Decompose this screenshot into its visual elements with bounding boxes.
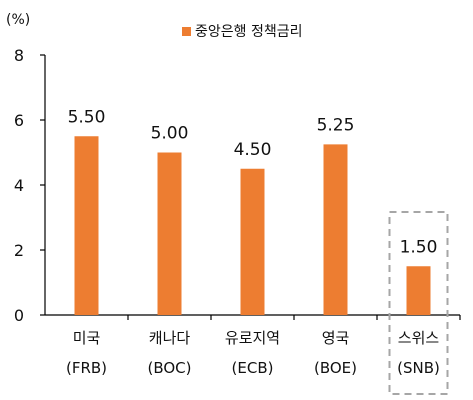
legend-label: 중앙은행 정책금리 [195,24,303,40]
category-label: 영국 [322,329,350,347]
category-sublabel: (ECB) [232,359,274,377]
chart-legend: 중앙은행 정책금리 [182,24,303,40]
category-label: 미국 [73,329,101,347]
bar [240,168,265,315]
y-tick-label: 8 [14,46,24,65]
category-label: 유로지역 [225,329,280,347]
y-axis-ticks: 0 2 4 6 8 [14,46,45,325]
category-label: 스위스 [398,329,440,347]
category-labels: 미국 (FRB) 캐나다 (BOC) 유로지역 (ECB) 영국 (BOE) 스위스 (SNB) [66,329,440,377]
x-axis-ticks [127,315,461,320]
bar [406,266,431,315]
y-axis-unit-label: (%) [6,12,30,28]
category-sublabel: (BOC) [147,359,191,377]
category-sublabel: (BOE) [314,359,357,377]
bar-series [74,136,431,315]
y-tick-label: 6 [14,111,24,130]
category-sublabel: (SNB) [397,359,440,377]
category-sublabel: (FRB) [66,359,107,377]
y-tick-label: 4 [14,176,24,195]
data-labels: 5.50 5.00 4.50 5.25 1.50 [68,107,438,257]
data-label: 4.50 [234,140,272,160]
bar [157,152,182,315]
data-label: 5.50 [68,107,106,127]
bar [323,144,348,315]
highlight-box [388,211,449,395]
data-label: 5.00 [151,124,189,144]
legend-swatch [182,27,191,36]
data-label: 5.25 [317,115,355,135]
y-tick-label: 2 [14,241,24,260]
bar [74,136,99,315]
y-tick-label: 0 [14,306,24,325]
category-label: 캐나다 [149,329,191,347]
data-label: 1.50 [400,237,438,257]
